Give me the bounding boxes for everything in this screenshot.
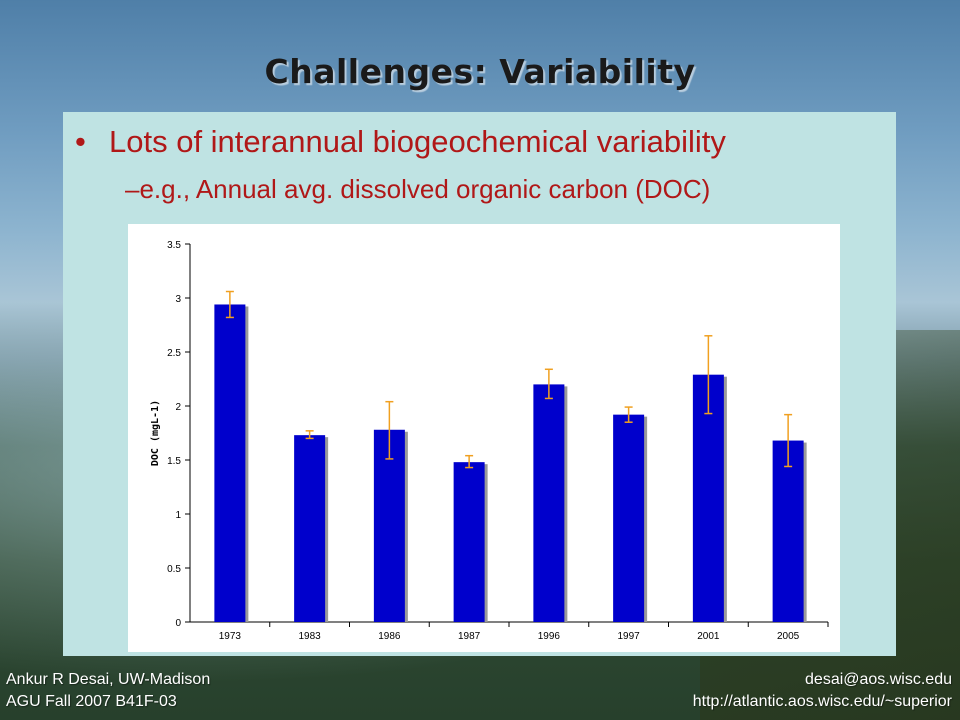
bullet-dot-icon: •: [75, 124, 86, 159]
x-tick-label: 1983: [299, 631, 322, 642]
author-affiliation: Ankur R Desai, UW-Madison: [6, 671, 211, 688]
bullet-point: • Lots of interannual biogeochemical vari…: [75, 124, 726, 160]
chart-svg: 0 0.5 1 1.5 2 2.5 3 3.5 DOC (mgL-1) 1973 1983 1986 1…: [150, 240, 829, 642]
y-tick-label: 0.5: [167, 564, 181, 575]
project-url[interactable]: http://atlantic.aos.wisc.edu/~superior: [692, 693, 952, 710]
x-tick-label: 1997: [618, 631, 641, 642]
y-tick-label: 2: [175, 402, 181, 413]
y-axis-label: DOC (mgL-1): [150, 400, 161, 466]
y-tick-label: 1.5: [167, 456, 181, 467]
bar-1973: [214, 304, 246, 622]
sub-bullet-text: –e.g., Annual avg. dissolved organic car…: [125, 174, 711, 204]
y-tick-label: 3.5: [167, 240, 181, 251]
x-tick-label: 1987: [458, 631, 481, 642]
x-tick-label: 2005: [777, 631, 800, 642]
contact-email[interactable]: desai@aos.wisc.edu: [805, 671, 952, 688]
bar-1997: [613, 414, 645, 622]
bullet-text: Lots of interannual biogeochemical varia…: [109, 124, 726, 159]
x-tick-label: 1973: [219, 631, 242, 642]
bar-1996: [533, 384, 565, 622]
bar-2005: [772, 440, 804, 622]
y-tick-label: 0: [175, 618, 181, 629]
x-tick-label: 1986: [378, 631, 401, 642]
bar-1983: [294, 435, 326, 622]
doc-bar-chart: 0 0.5 1 1.5 2 2.5 3 3.5 DOC (mgL-1) 1973 1983 1986 1…: [128, 224, 840, 652]
conference-session: AGU Fall 2007 B41F-03: [6, 693, 177, 710]
bar-1986: [373, 429, 405, 622]
slide-title: Challenges: Variability: [264, 52, 696, 91]
footer-left: Ankur R Desai, UW-Madison AGU Fall 2007 …: [6, 669, 210, 713]
y-tick-label: 3: [175, 294, 181, 305]
bar-1987: [453, 462, 485, 622]
y-tick-label: 2.5: [167, 348, 181, 359]
x-tick-label: 1996: [538, 631, 561, 642]
footer-right: desai@aos.wisc.edu http://atlantic.aos.w…: [693, 669, 952, 713]
x-tick-label: 2001: [697, 631, 720, 642]
y-tick-label: 1: [175, 510, 181, 521]
bar-2001: [692, 374, 724, 622]
